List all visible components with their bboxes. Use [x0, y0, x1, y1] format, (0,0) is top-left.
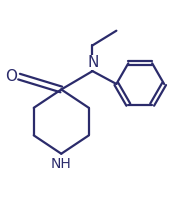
Text: NH: NH: [51, 157, 72, 171]
Text: N: N: [88, 55, 99, 70]
Text: O: O: [5, 69, 17, 84]
